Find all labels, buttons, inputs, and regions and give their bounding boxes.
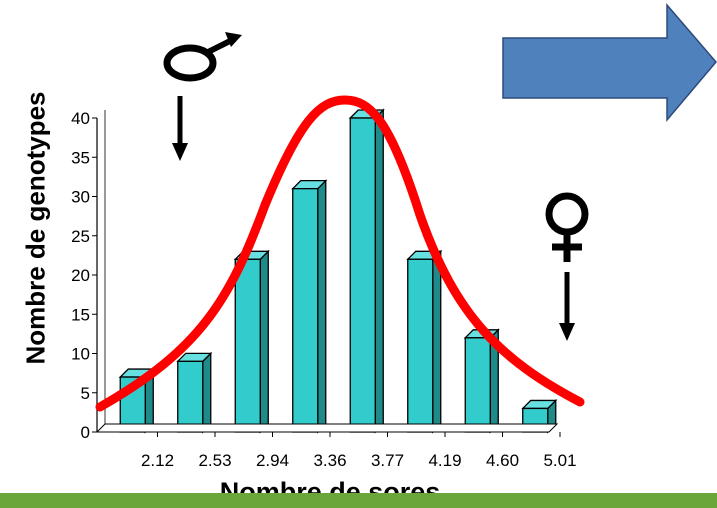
x-tick-label: 2.94	[256, 451, 289, 470]
bar	[176, 351, 213, 434]
x-tick-label: 3.77	[371, 451, 404, 470]
x-tick-label: 4.19	[428, 451, 461, 470]
y-tick-label: 35	[71, 148, 90, 167]
y-tick-label: 5	[81, 384, 90, 403]
y-tick-label: 0	[81, 423, 90, 442]
female-symbol-icon	[545, 192, 589, 262]
down-arrow-icon	[559, 272, 575, 341]
bars-group	[118, 108, 558, 434]
x-axis-floor	[95, 423, 559, 433]
bar	[348, 108, 385, 434]
x-tick-label: 2.53	[198, 451, 231, 470]
y-tick-label: 10	[71, 345, 90, 364]
bar	[233, 249, 270, 434]
y-tick-label: 40	[71, 109, 90, 128]
bar	[463, 328, 500, 434]
y-tick-label: 25	[71, 227, 90, 246]
bottom-color-band	[0, 493, 717, 508]
x-tick-label: 5.01	[543, 451, 576, 470]
y-tick-label: 15	[71, 305, 90, 324]
right-block-arrow-icon	[502, 2, 717, 123]
x-tick-label: 2.12	[141, 451, 174, 470]
y-tick-label: 30	[71, 188, 90, 207]
x-tick-label: 4.60	[486, 451, 519, 470]
y-tick-labels: 0 5 10 15 20 25 30 35 40	[71, 109, 90, 442]
y-axis-title: Nombre de genotypes	[20, 91, 51, 365]
y-tick-label: 20	[71, 266, 90, 285]
male-symbol-icon	[163, 32, 242, 82]
down-arrow-icon	[172, 96, 188, 161]
x-tick-labels: 2.12 2.53 2.94 3.36 3.77 4.19 4.60 5.01	[141, 451, 577, 470]
bar	[291, 179, 328, 434]
bar	[406, 249, 443, 434]
axes	[92, 110, 561, 437]
normal-curve	[95, 95, 585, 412]
x-tick-label: 3.36	[313, 451, 346, 470]
